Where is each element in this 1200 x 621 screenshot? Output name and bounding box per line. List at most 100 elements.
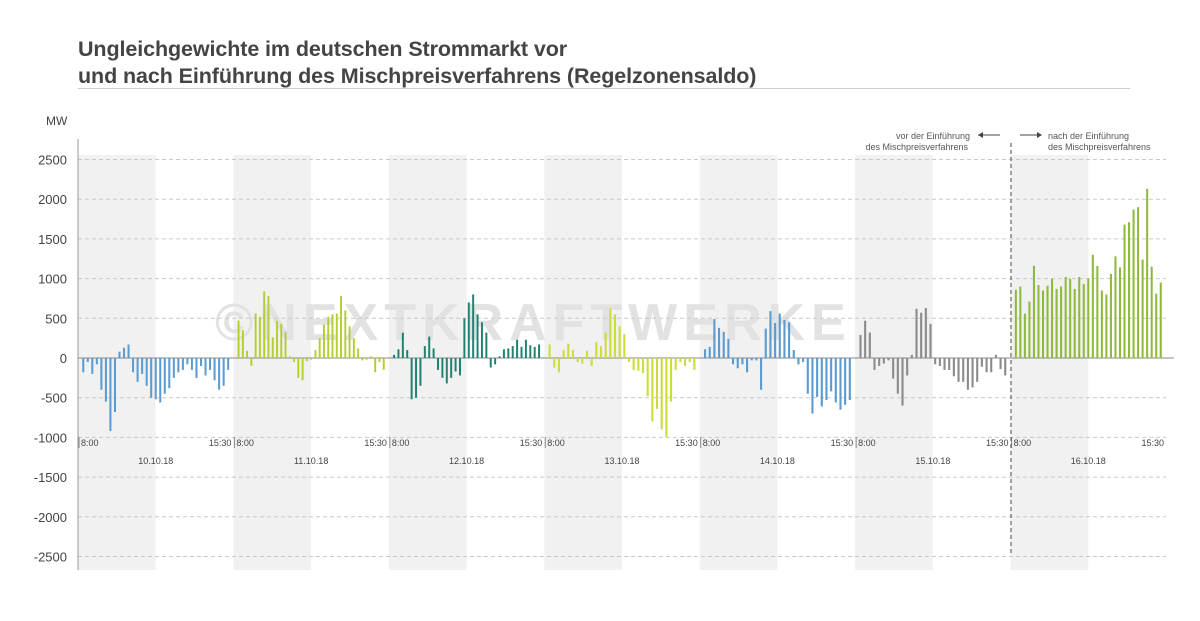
background-band bbox=[466, 155, 545, 570]
bar bbox=[95, 358, 98, 365]
bar bbox=[971, 358, 974, 388]
bar bbox=[778, 313, 781, 358]
bar bbox=[450, 358, 453, 378]
bar bbox=[410, 358, 413, 400]
bar bbox=[910, 354, 913, 358]
bar bbox=[276, 320, 278, 358]
bar bbox=[609, 307, 612, 358]
bar bbox=[406, 350, 409, 358]
bar bbox=[280, 323, 283, 358]
bar bbox=[1032, 265, 1035, 358]
bar bbox=[746, 358, 749, 373]
x-tick-start: 8:00 bbox=[703, 438, 721, 448]
bar bbox=[708, 346, 711, 358]
bar bbox=[1087, 278, 1090, 358]
bar bbox=[938, 358, 941, 366]
bar bbox=[924, 307, 927, 358]
bar bbox=[331, 314, 334, 358]
bar bbox=[755, 358, 758, 361]
bar bbox=[873, 358, 876, 370]
bar bbox=[962, 358, 965, 382]
bar bbox=[489, 358, 492, 368]
arrow-right-icon bbox=[1020, 132, 1042, 138]
bar bbox=[576, 358, 579, 362]
bar bbox=[204, 358, 207, 376]
bar bbox=[1028, 301, 1031, 358]
x-date-label: 12.10.18 bbox=[449, 456, 484, 466]
background-band bbox=[1010, 155, 1089, 570]
bar bbox=[934, 358, 937, 365]
bar bbox=[397, 349, 400, 358]
bar bbox=[792, 350, 795, 358]
bar bbox=[976, 358, 979, 382]
x-axis-labels: 8:00 15:30 10.10.18 8:00 15:30 11.10.18 8:00 15… bbox=[78, 437, 1164, 466]
bar bbox=[1137, 207, 1140, 358]
bar bbox=[293, 358, 296, 362]
bar bbox=[990, 358, 993, 373]
x-tick-end: 15:30 bbox=[986, 438, 1009, 448]
bar bbox=[1150, 266, 1153, 358]
bar bbox=[419, 358, 422, 386]
bar bbox=[641, 358, 645, 374]
x-tick-start: 8:00 bbox=[392, 438, 410, 448]
x-tick-start: 8:00 bbox=[81, 438, 99, 448]
bar bbox=[844, 358, 847, 405]
bar bbox=[454, 358, 457, 372]
bar bbox=[104, 358, 107, 402]
bar bbox=[783, 319, 786, 358]
bar bbox=[999, 358, 1002, 370]
bar bbox=[127, 344, 130, 358]
bar bbox=[100, 358, 103, 390]
bar bbox=[335, 313, 338, 358]
bar bbox=[595, 342, 598, 358]
bar bbox=[327, 316, 330, 358]
bar bbox=[1159, 282, 1162, 358]
bar bbox=[91, 358, 94, 374]
bar bbox=[688, 358, 691, 362]
bar bbox=[1078, 277, 1081, 358]
bar bbox=[750, 358, 753, 361]
bar bbox=[825, 358, 828, 401]
bar bbox=[476, 314, 479, 358]
bar bbox=[1019, 286, 1022, 358]
bar bbox=[1100, 290, 1103, 358]
x-tick-start: 8:00 bbox=[236, 438, 254, 448]
bar bbox=[502, 349, 505, 358]
bar bbox=[1014, 289, 1017, 358]
bar bbox=[557, 358, 561, 373]
annotation-before-line1: vor der Einführung bbox=[896, 131, 970, 141]
title-divider bbox=[78, 88, 1130, 89]
bar bbox=[1004, 358, 1007, 376]
bar bbox=[920, 312, 923, 358]
x-date-label: 15.10.18 bbox=[915, 456, 950, 466]
bar bbox=[1146, 188, 1149, 358]
bar bbox=[816, 358, 819, 397]
bar bbox=[1091, 254, 1094, 358]
chart-title-line1: Ungleichgewichte im deutschen Strommarkt… bbox=[78, 37, 568, 61]
background-band bbox=[388, 155, 467, 570]
bar bbox=[581, 358, 584, 364]
bar bbox=[882, 358, 885, 364]
bar bbox=[1118, 267, 1121, 358]
bar bbox=[669, 358, 673, 402]
bar bbox=[1023, 313, 1026, 358]
bar bbox=[113, 358, 116, 412]
bar bbox=[548, 344, 551, 358]
bar bbox=[297, 358, 300, 378]
bar bbox=[820, 358, 823, 407]
bar bbox=[432, 348, 435, 358]
bar bbox=[892, 358, 895, 379]
bar bbox=[929, 323, 932, 358]
bar bbox=[365, 358, 368, 360]
background-band bbox=[78, 155, 156, 570]
bar bbox=[665, 358, 668, 438]
x-tick-end: 15:30 bbox=[675, 438, 698, 448]
bar bbox=[284, 331, 287, 358]
bar bbox=[1109, 273, 1112, 358]
y-tick-label: 1000 bbox=[38, 272, 67, 287]
bar bbox=[915, 308, 918, 358]
bar bbox=[209, 358, 212, 370]
bar bbox=[348, 326, 351, 358]
bar bbox=[538, 344, 541, 358]
